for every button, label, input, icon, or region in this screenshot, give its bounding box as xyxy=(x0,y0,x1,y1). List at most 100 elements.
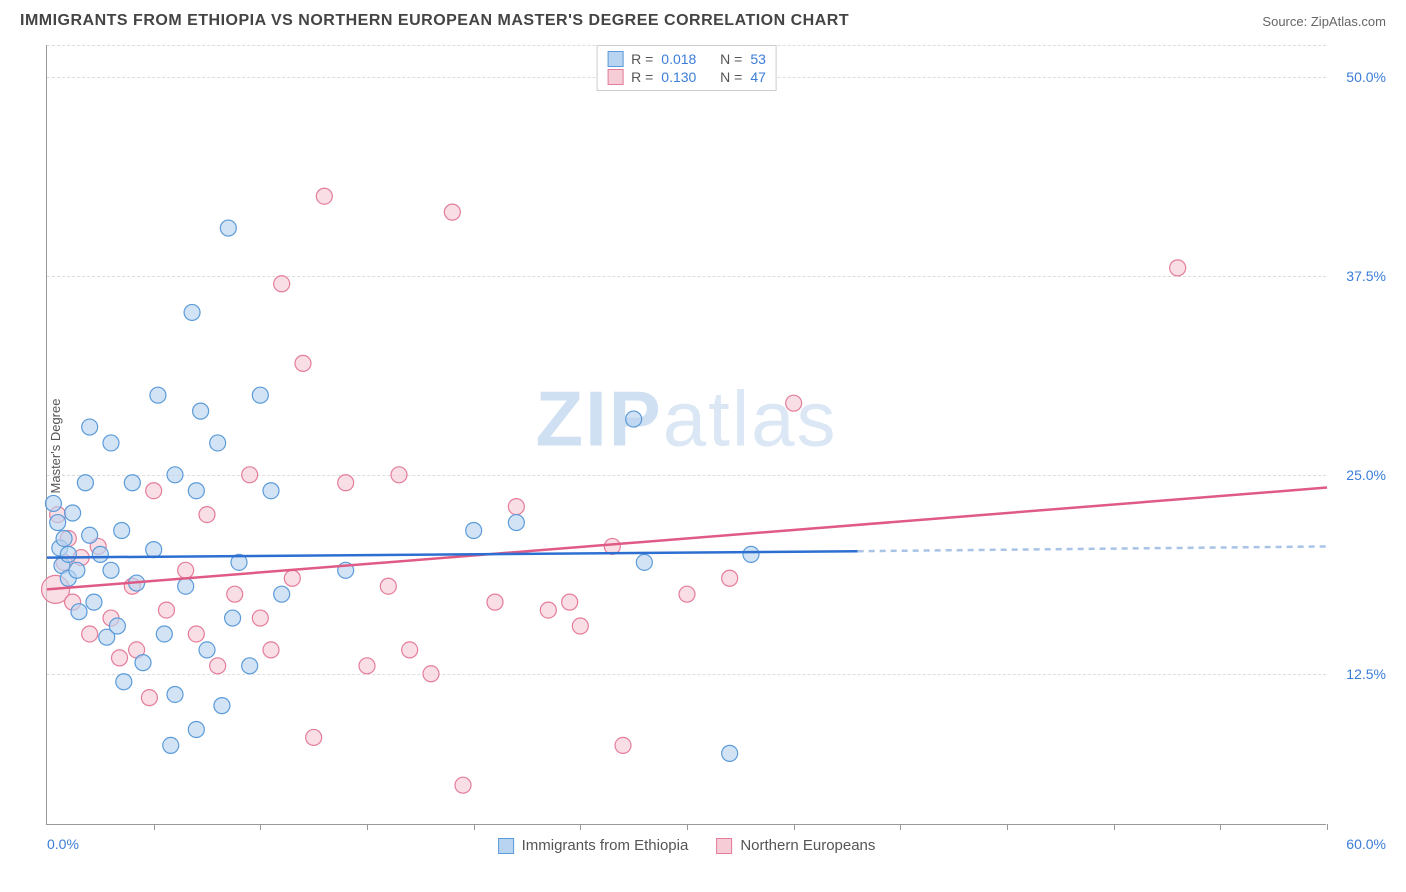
legend-series: Immigrants from Ethiopia Northern Europe… xyxy=(498,837,876,854)
data-point xyxy=(116,674,132,690)
data-point xyxy=(214,698,230,714)
data-point xyxy=(146,542,162,558)
data-point xyxy=(178,578,194,594)
data-point xyxy=(103,435,119,451)
data-point xyxy=(77,475,93,491)
data-point xyxy=(150,387,166,403)
data-point xyxy=(92,546,108,562)
data-point xyxy=(109,618,125,634)
data-point xyxy=(722,745,738,761)
legend-row-a: R = 0.018 N = 53 xyxy=(607,50,766,68)
data-point xyxy=(444,204,460,220)
scatter-svg xyxy=(47,45,1326,824)
data-point xyxy=(391,467,407,483)
data-point xyxy=(146,483,162,499)
data-point xyxy=(184,304,200,320)
data-point xyxy=(615,737,631,753)
data-point xyxy=(188,721,204,737)
x-axis-origin-label: 0.0% xyxy=(47,836,79,852)
legend-correlation-box: R = 0.018 N = 53 R = 0.130 N = 47 xyxy=(596,45,777,91)
data-point xyxy=(359,658,375,674)
data-point xyxy=(572,618,588,634)
data-point xyxy=(455,777,471,793)
trend-line xyxy=(858,546,1327,551)
x-axis-max-label: 60.0% xyxy=(1346,836,1386,852)
legend-row-b: R = 0.130 N = 47 xyxy=(607,68,766,86)
data-point xyxy=(274,276,290,292)
data-point xyxy=(114,523,130,539)
data-point xyxy=(220,220,236,236)
data-point xyxy=(199,507,215,523)
legend-item-b: Northern Europeans xyxy=(716,837,875,854)
trend-line xyxy=(47,488,1327,590)
data-point xyxy=(295,355,311,371)
legend-item-a: Immigrants from Ethiopia xyxy=(498,837,689,854)
data-point xyxy=(86,594,102,610)
y-tick-label: 12.5% xyxy=(1346,666,1386,682)
data-point xyxy=(316,188,332,204)
data-point xyxy=(242,467,258,483)
data-point xyxy=(306,729,322,745)
swatch-series-a xyxy=(607,51,623,67)
data-point xyxy=(167,686,183,702)
data-point xyxy=(225,610,241,626)
data-point xyxy=(163,737,179,753)
data-point xyxy=(242,658,258,674)
data-point xyxy=(508,515,524,531)
data-point xyxy=(188,483,204,499)
data-point xyxy=(82,527,98,543)
data-point xyxy=(423,666,439,682)
data-point xyxy=(636,554,652,570)
data-point xyxy=(786,395,802,411)
data-point xyxy=(124,475,140,491)
data-point xyxy=(263,483,279,499)
data-point xyxy=(210,435,226,451)
data-point xyxy=(487,594,503,610)
data-point xyxy=(380,578,396,594)
data-point xyxy=(210,658,226,674)
data-point xyxy=(103,562,119,578)
data-point xyxy=(722,570,738,586)
data-point xyxy=(274,586,290,602)
data-point xyxy=(227,586,243,602)
data-point xyxy=(193,403,209,419)
data-point xyxy=(178,562,194,578)
data-point xyxy=(188,626,204,642)
data-point xyxy=(45,495,61,511)
data-point xyxy=(743,546,759,562)
data-point xyxy=(158,602,174,618)
data-point xyxy=(50,515,66,531)
data-point xyxy=(508,499,524,515)
data-point xyxy=(69,562,85,578)
data-point xyxy=(141,690,157,706)
data-point xyxy=(284,570,300,586)
data-point xyxy=(60,546,76,562)
data-point xyxy=(263,642,279,658)
data-point xyxy=(338,475,354,491)
data-point xyxy=(135,655,151,671)
source-label: Source: ZipAtlas.com xyxy=(1262,14,1386,29)
data-point xyxy=(679,586,695,602)
data-point xyxy=(82,419,98,435)
data-point xyxy=(71,604,87,620)
swatch-series-b-icon xyxy=(716,838,732,854)
data-point xyxy=(402,642,418,658)
data-point xyxy=(540,602,556,618)
data-point xyxy=(1170,260,1186,276)
y-tick-label: 37.5% xyxy=(1346,268,1386,284)
data-point xyxy=(65,505,81,521)
data-point xyxy=(466,523,482,539)
chart-plot-area: ZIPatlas 12.5%25.0%37.5%50.0% R = 0.018 … xyxy=(46,45,1326,825)
data-point xyxy=(82,626,98,642)
data-point xyxy=(167,467,183,483)
chart-title: IMMIGRANTS FROM ETHIOPIA VS NORTHERN EUR… xyxy=(20,12,849,30)
data-point xyxy=(252,610,268,626)
data-point xyxy=(56,530,72,546)
data-point xyxy=(199,642,215,658)
data-point xyxy=(562,594,578,610)
data-point xyxy=(626,411,642,427)
swatch-series-b xyxy=(607,69,623,85)
swatch-series-a-icon xyxy=(498,838,514,854)
y-tick-label: 50.0% xyxy=(1346,69,1386,85)
y-tick-label: 25.0% xyxy=(1346,467,1386,483)
